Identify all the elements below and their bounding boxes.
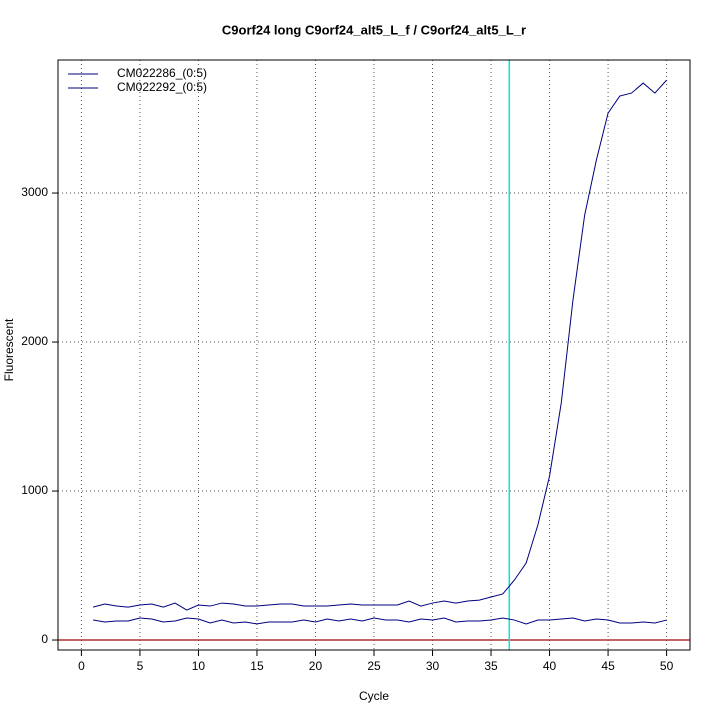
x-tick-label: 5 <box>137 659 144 673</box>
x-tick-label: 15 <box>250 659 264 673</box>
series-line <box>92 79 667 611</box>
series-line <box>93 617 667 625</box>
y-axis-label: Fluorescent <box>2 318 16 381</box>
x-tick-label: 0 <box>78 659 85 673</box>
plot-frame <box>57 59 691 651</box>
legend-label: CM022286_(0:5) <box>117 66 207 80</box>
x-tick-label: 35 <box>484 659 498 673</box>
x-tick-label: 25 <box>367 659 381 673</box>
x-axis-label: Cycle <box>359 689 389 703</box>
x-tick-label: 45 <box>601 659 615 673</box>
y-tick-label: 2000 <box>21 334 48 348</box>
y-tick-label: 0 <box>41 632 48 646</box>
x-tick-label: 30 <box>426 659 440 673</box>
x-tick-label: 20 <box>309 659 323 673</box>
x-tick-label: 50 <box>660 659 674 673</box>
legend-label: CM022292_(0:5) <box>117 80 207 94</box>
y-tick-label: 3000 <box>21 185 48 199</box>
chart-title: C9orf24 long C9orf24_alt5_L_f / C9orf24_… <box>222 22 526 37</box>
x-tick-label: 10 <box>192 659 206 673</box>
x-tick-label: 40 <box>543 659 557 673</box>
y-tick-label: 1000 <box>21 483 48 497</box>
